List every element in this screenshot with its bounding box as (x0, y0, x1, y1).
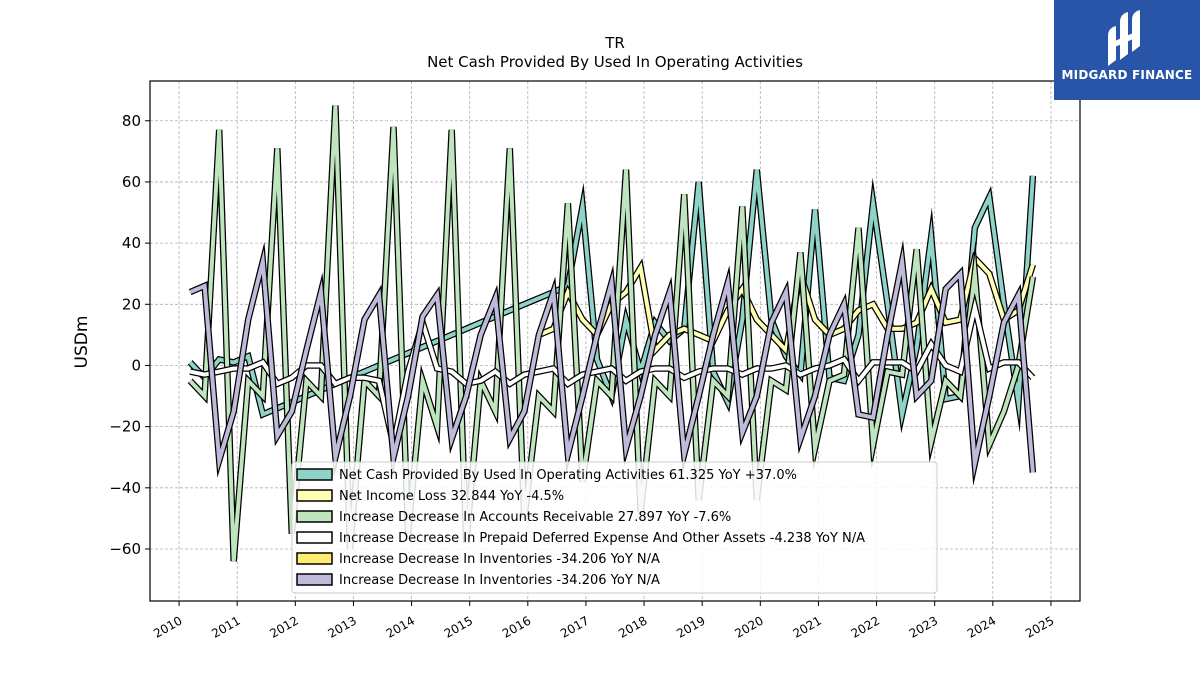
x-tick-label: 2012 (267, 613, 300, 640)
series-layer (187, 105, 1037, 562)
x-tick-label: 2025 (1023, 613, 1056, 640)
brand-logo: MIDGARD FINANCE (1054, 0, 1200, 100)
legend-swatch (296, 489, 333, 502)
series-line-increase-decrease-in-inventories (189, 248, 1035, 478)
x-tick-label: 2016 (500, 613, 533, 640)
chart-title: TR (604, 34, 625, 52)
y-tick-label: −60 (109, 540, 141, 558)
y-tick-label: −20 (109, 418, 141, 436)
y-tick-label: 80 (122, 112, 141, 130)
y-tick-label: −40 (109, 479, 141, 497)
legend-swatch (296, 573, 333, 586)
x-tick-label: 2015 (442, 613, 475, 640)
legend-label: Increase Decrease In Prepaid Deferred Ex… (339, 531, 865, 546)
x-tick-label: 2011 (209, 613, 242, 640)
series-line-net-income-loss (538, 254, 1035, 355)
legend-swatch (296, 552, 333, 565)
x-tick-label: 2020 (732, 613, 765, 640)
legend-label: Net Income Loss 32.844 YoY -4.5% (339, 489, 564, 504)
legend-box (291, 461, 938, 594)
midgard-logo-icon (1108, 10, 1140, 66)
x-tick-label: 2024 (965, 613, 998, 640)
legend-label: Increase Decrease In Inventories -34.206… (339, 552, 660, 567)
x-tick-label: 2023 (907, 613, 940, 640)
x-tick-label: 2021 (790, 613, 823, 640)
y-tick-label: 40 (122, 234, 141, 252)
plot-frame (149, 80, 1081, 602)
x-tick-label: 2017 (558, 613, 591, 640)
legend-label: Increase Decrease In Accounts Receivable… (339, 510, 731, 525)
legend-swatch (296, 510, 333, 523)
y-axis-label: USDm (72, 316, 92, 369)
chart-subtitle: Net Cash Provided By Used In Operating A… (427, 53, 803, 71)
legend-label: Net Cash Provided By Used In Operating A… (339, 468, 797, 483)
y-tick-label: 20 (122, 295, 141, 313)
y-tick-label: 60 (122, 173, 141, 191)
x-tick-label: 2010 (151, 613, 184, 640)
x-tick-label: 2019 (674, 613, 707, 640)
x-tick-label: 2018 (616, 613, 649, 640)
legend-label: Increase Decrease In Inventories -34.206… (339, 573, 660, 588)
x-tick-label: 2014 (384, 613, 417, 640)
legend-swatch (296, 531, 333, 544)
y-tick-label: 0 (131, 356, 141, 374)
x-tick-label: 2022 (849, 613, 882, 640)
brand-name: MIDGARD FINANCE (1061, 68, 1193, 82)
legend: Net Cash Provided By Used In Operating A… (291, 461, 938, 594)
legend-swatch (296, 468, 333, 481)
series-line-increase-decrease-in-accounts-receivable (188, 105, 1035, 562)
x-tick-label: 2013 (325, 613, 358, 640)
